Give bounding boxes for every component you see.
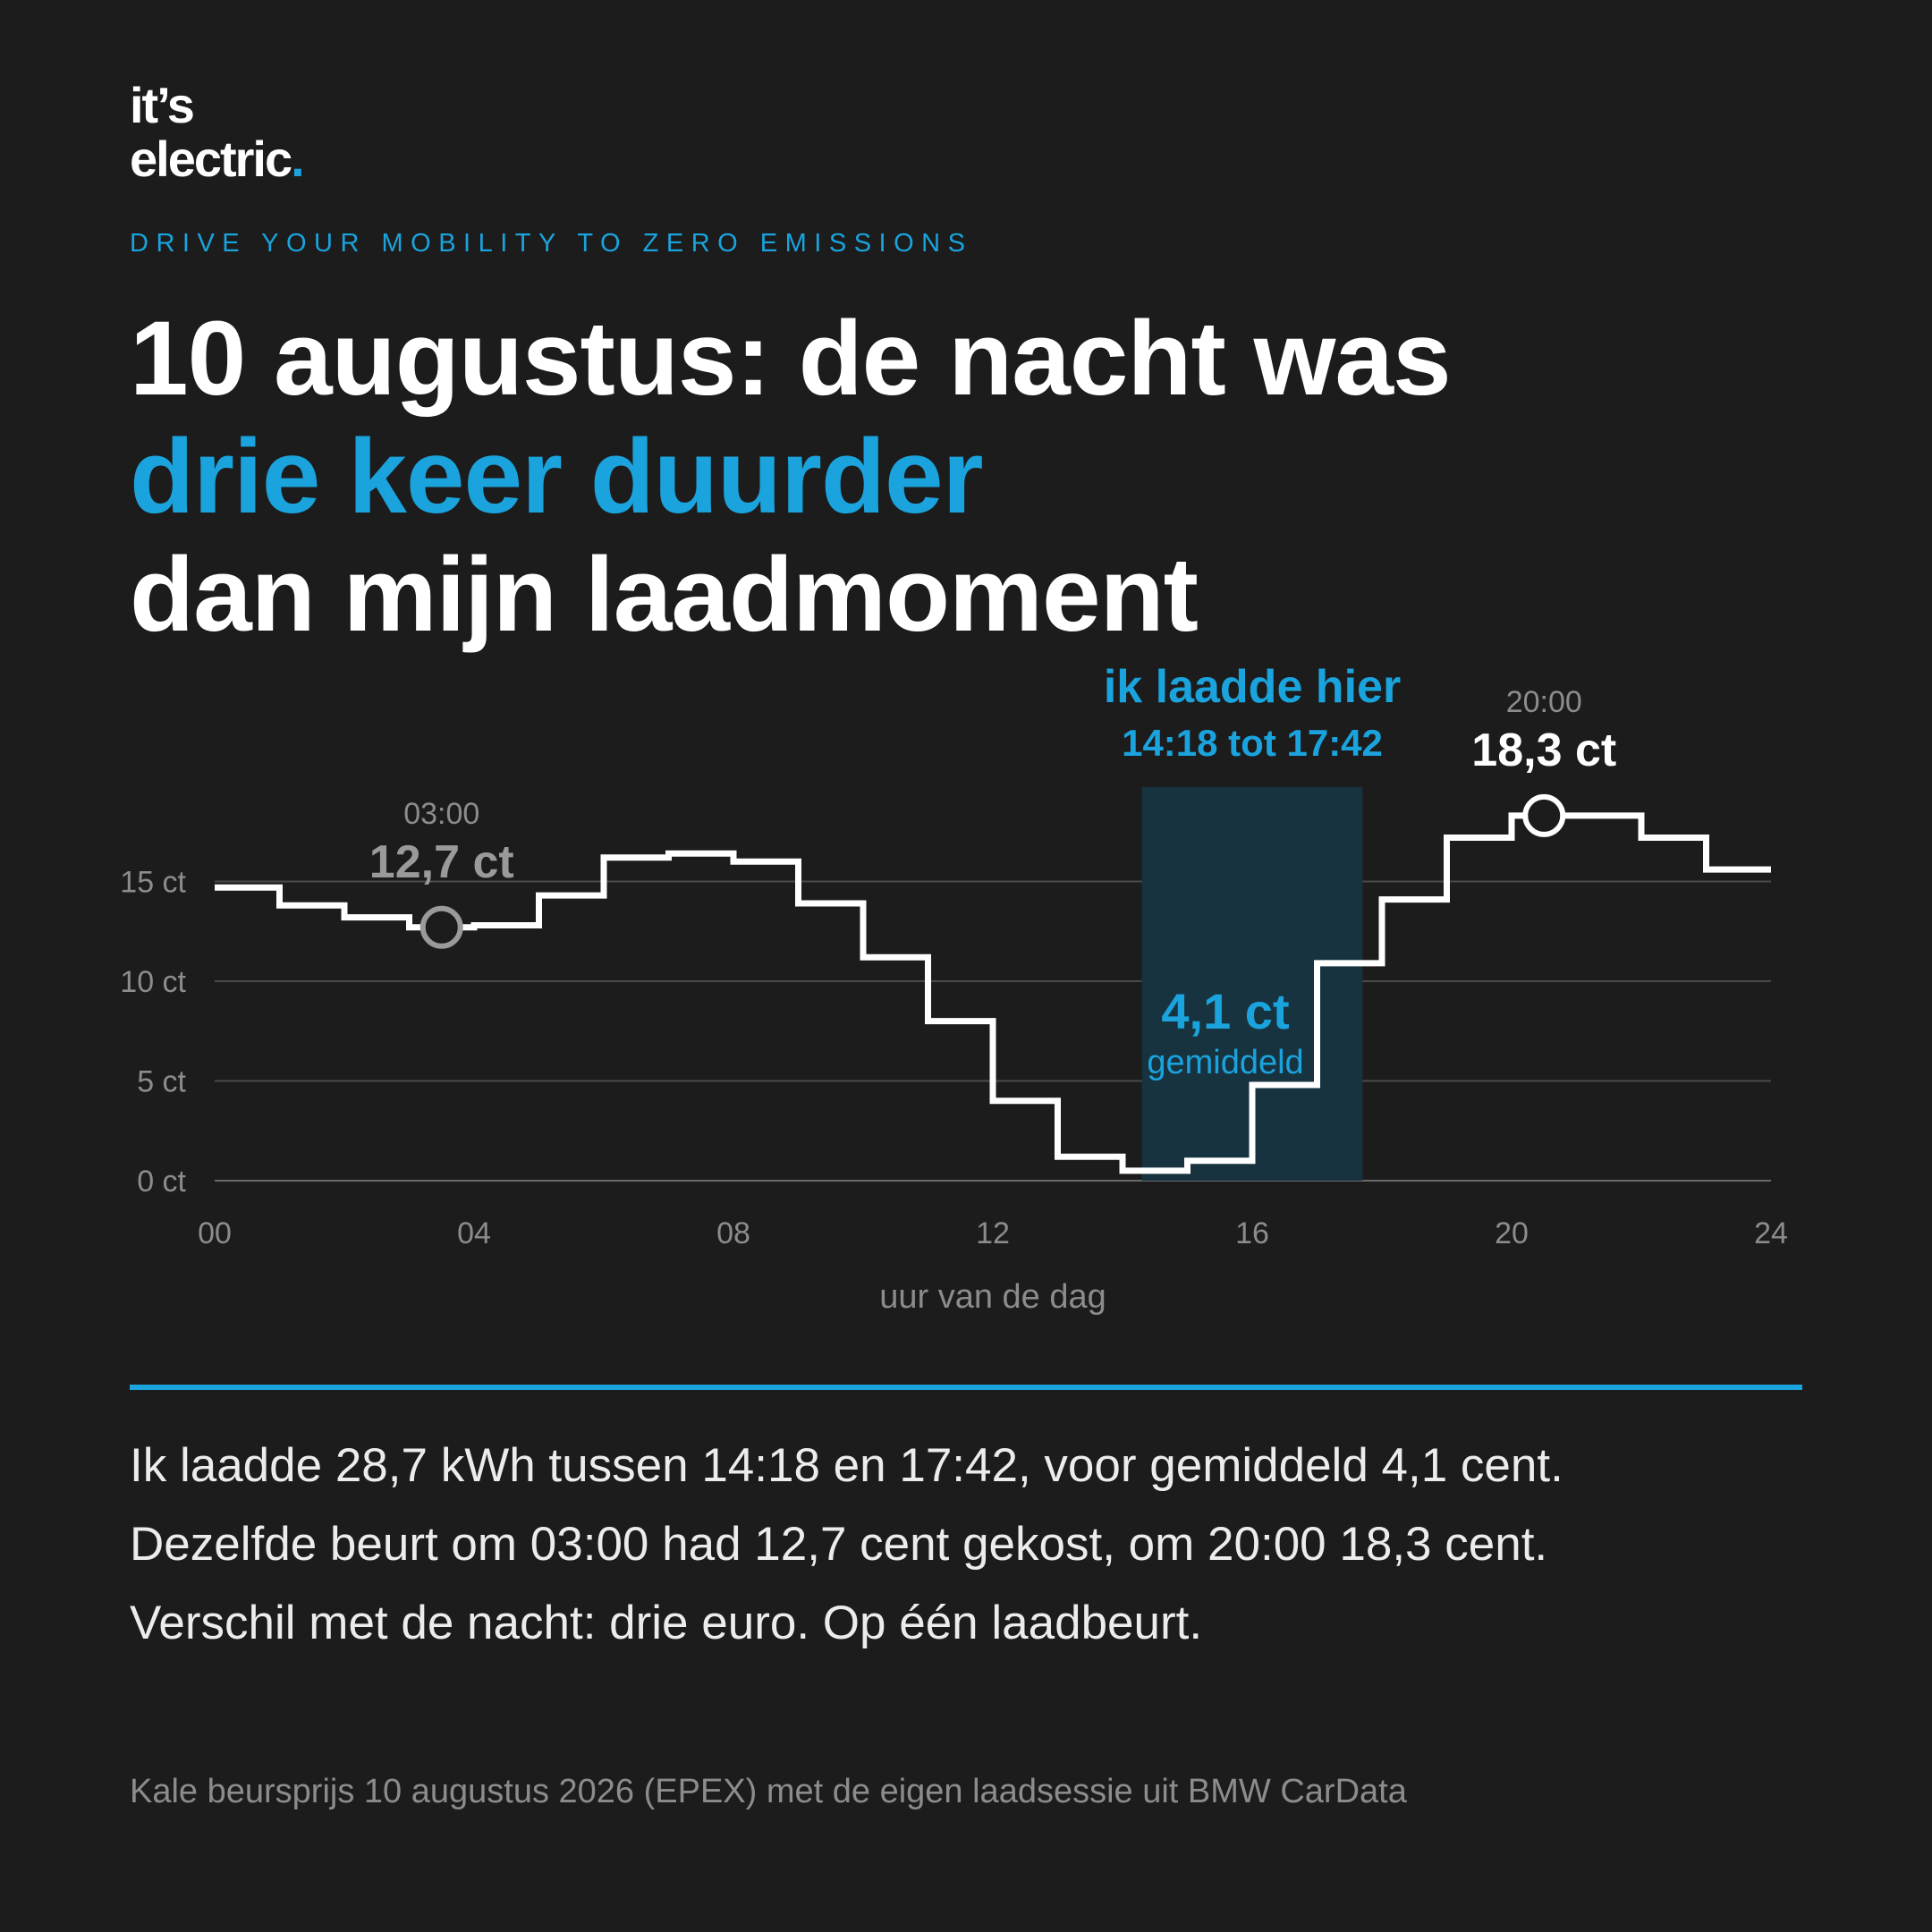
- charge-window-time: 14:18 tot 17:42: [1122, 722, 1383, 764]
- x-tick-label: 12: [976, 1216, 1010, 1250]
- body-text: Ik laadde 28,7 kWh tussen 14:18 en 17:42…: [130, 1427, 1563, 1663]
- headline-line-2: drie keer duurder: [130, 418, 984, 536]
- annotation-value: 12,7 ct: [369, 836, 514, 888]
- tagline: DRIVE YOUR MOBILITY TO ZERO EMISSIONS: [130, 229, 973, 258]
- logo-dot: .: [291, 131, 305, 187]
- charge-average-value: 4,1 ct: [1161, 983, 1289, 1039]
- y-tick-label: 15 ct: [120, 866, 186, 900]
- annotation-value: 18,3 ct: [1471, 724, 1616, 776]
- x-tick-label: 16: [1235, 1216, 1269, 1250]
- x-tick-label: 24: [1754, 1216, 1788, 1250]
- x-axis-label: uur van de dag: [879, 1278, 1106, 1316]
- annotation-time: 03:00: [403, 797, 479, 831]
- x-tick-label: 04: [457, 1216, 491, 1250]
- y-tick-label: 5 ct: [137, 1065, 186, 1099]
- x-tick-label: 20: [1495, 1216, 1529, 1250]
- body-line-1: Ik laadde 28,7 kWh tussen 14:18 en 17:42…: [130, 1439, 1563, 1492]
- annotation-marker: [419, 905, 463, 949]
- headline-line-3: dan mijn laadmoment: [130, 536, 1199, 654]
- y-tick-label: 10 ct: [120, 965, 186, 999]
- annotation-time: 20:00: [1506, 685, 1582, 719]
- y-tick-label: 0 ct: [137, 1165, 186, 1199]
- price-chart: 0 ct 5 ct 10 ct 15 ct 00 04 08 12 16 20 24 03:00 1…: [120, 662, 1788, 1316]
- logo-line-1: it’s: [130, 77, 195, 133]
- logo: it’s electric.: [130, 77, 305, 187]
- x-tick-label: 00: [198, 1216, 232, 1250]
- headline: 10 augustus: de nacht was drie keer duur…: [130, 300, 1452, 654]
- source-note: Kale beursprijs 10 augustus 2026 (EPEX) …: [130, 1773, 1407, 1810]
- x-tick-label: 08: [716, 1216, 750, 1250]
- body-line-2: Dezelfde beurt om 03:00 had 12,7 cent ge…: [130, 1518, 1548, 1571]
- logo-line-2: electric: [130, 131, 292, 187]
- charge-average-label: gemiddeld: [1147, 1044, 1303, 1081]
- divider: [130, 1385, 1802, 1390]
- annotation-marker: [1522, 793, 1566, 837]
- charge-window-label: ik laadde hier: [1104, 662, 1401, 713]
- body-line-3: Verschil met de nacht: drie euro. Op één…: [130, 1597, 1203, 1649]
- headline-line-1: 10 augustus: de nacht was: [130, 300, 1452, 418]
- price-step-line: [215, 812, 1771, 1174]
